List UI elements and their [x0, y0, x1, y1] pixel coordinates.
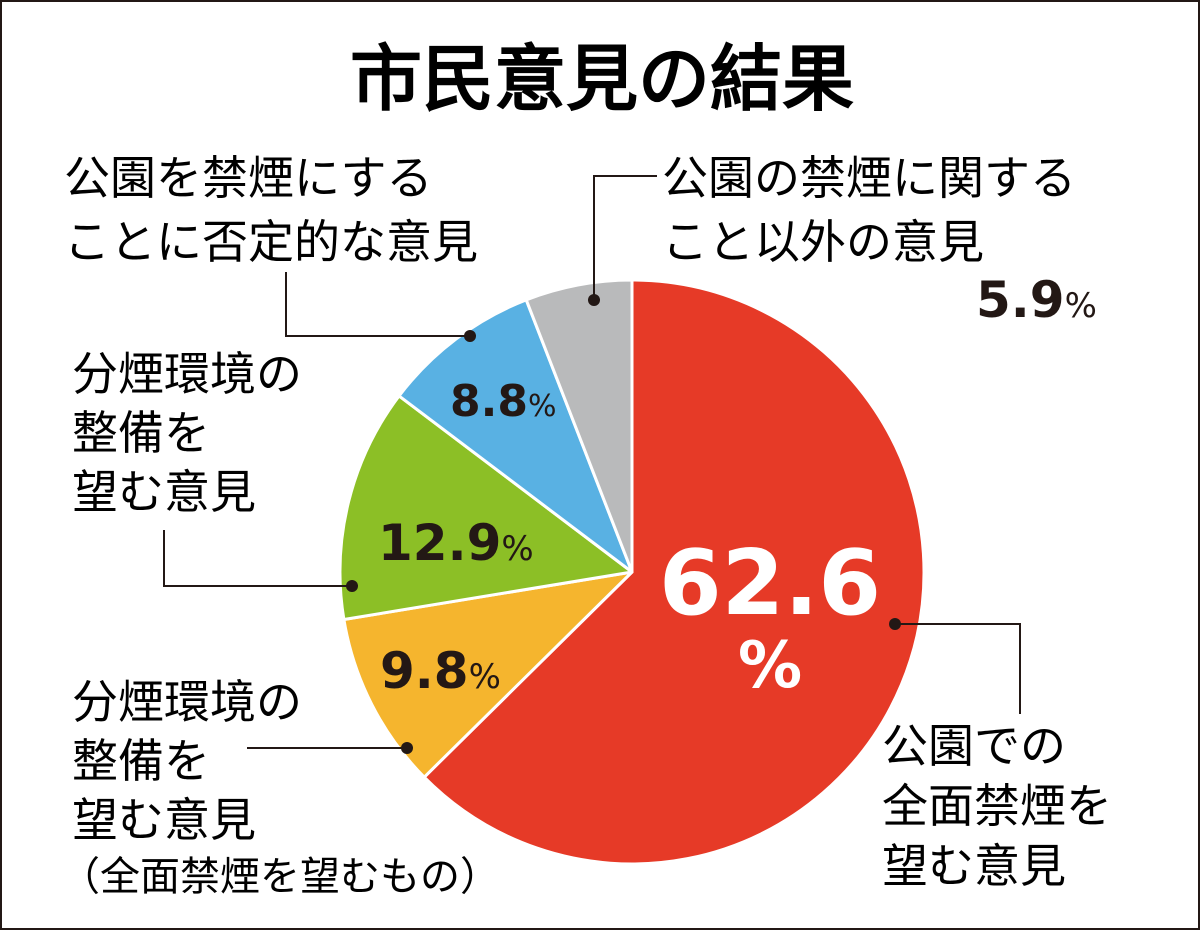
value-label-negative: 8.8% — [450, 376, 556, 427]
value-label-full-ban: 62.6 — [659, 531, 881, 636]
category-label-full-ban: 公園での 全面禁煙を 望む意見 — [882, 719, 1127, 893]
leader-dot-other — [588, 294, 600, 306]
slice-separate — [338, 394, 634, 621]
slice-negative — [397, 298, 634, 574]
leader-line-other — [593, 175, 657, 300]
leader-dots — [346, 294, 901, 754]
leader-line-negative — [285, 272, 470, 337]
unit-label-full-ban: % — [738, 629, 802, 703]
category-note-separate-full: （全面禁煙を望むもの） — [60, 854, 500, 900]
leader-dot-separate — [346, 580, 358, 592]
value-label-separate: 12.9% — [378, 514, 534, 572]
slice-full-ban — [422, 278, 926, 866]
category-label-separate: 分煙環境の 整備を 望む意見 — [72, 347, 317, 519]
leader-line-full-ban — [895, 623, 1021, 714]
slice-separate-full — [342, 570, 634, 779]
pie-slices — [338, 278, 926, 866]
chart-title: 市民意見の結果 — [350, 37, 854, 121]
leader-line-separate — [163, 530, 352, 587]
category-label-separate-full: 分煙環境の 整備を 望む意見 — [72, 675, 317, 847]
slice-other — [524, 278, 634, 574]
category-label-other: 公園の禁煙に関する こと以外の意見 — [662, 151, 1091, 269]
leader-dot-separate-full — [401, 742, 413, 754]
leader-dot-full-ban — [889, 618, 901, 630]
category-label-negative: 公園を禁煙にする ことに否定的な意見 — [64, 151, 478, 269]
value-label-separate-full: 9.8% — [380, 642, 501, 700]
leader-lines — [163, 175, 1021, 749]
value-label-other: 5.9% — [976, 271, 1097, 329]
leader-dot-negative — [464, 330, 476, 342]
